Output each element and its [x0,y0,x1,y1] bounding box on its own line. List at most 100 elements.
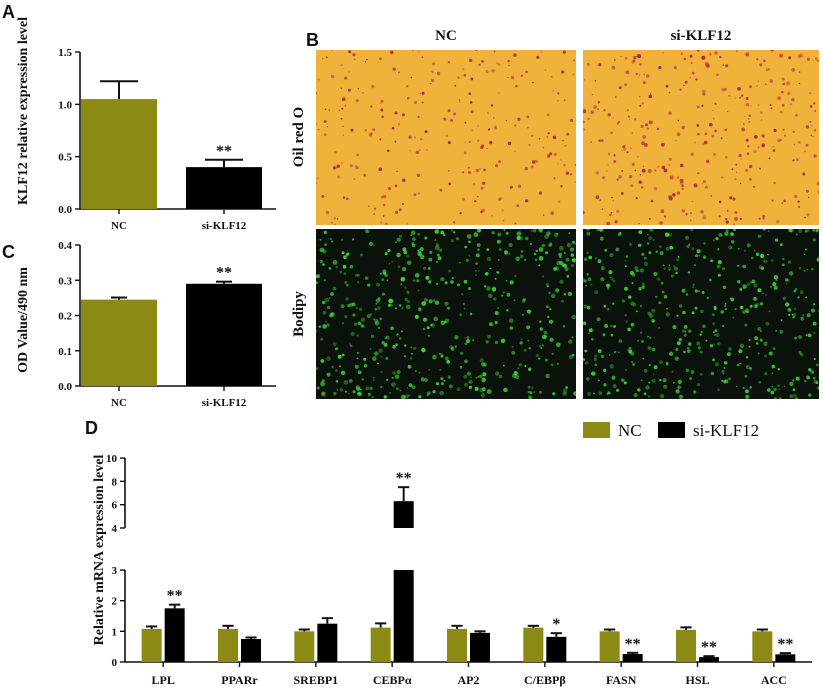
droplet [647,169,652,173]
droplet [800,353,804,357]
droplet [743,123,745,125]
droplet [404,344,407,347]
droplet [483,168,486,172]
droplet [668,163,671,167]
droplet [768,351,773,356]
droplet [334,347,339,351]
droplet [624,314,627,317]
droplet [756,342,759,345]
x-tick-label: C/EBPβ [524,673,566,687]
droplet [417,50,420,53]
droplet [353,178,356,180]
droplet [640,268,644,273]
droplet [349,264,354,269]
droplet [730,247,733,249]
droplet [595,171,599,175]
droplet [533,229,537,233]
droplet [683,333,687,337]
droplet [550,75,553,78]
droplet [343,255,347,260]
droplet [408,394,411,397]
droplet [422,327,426,331]
droplet [477,125,479,127]
droplet [583,128,586,131]
droplet [417,251,423,256]
droplet [653,272,658,276]
droplet [584,349,588,353]
droplet [773,128,777,133]
droplet [322,57,324,60]
droplet [322,324,327,329]
droplet [477,195,479,198]
droplet [562,388,568,394]
droplet [651,378,656,383]
droplet [715,237,719,241]
droplet [518,363,523,367]
x-tick-label: HSL [685,673,709,687]
droplet [805,143,809,147]
droplet [368,241,374,246]
droplet [725,229,729,233]
droplet [373,379,375,381]
droplet [763,59,766,63]
droplet [597,349,602,354]
droplet [613,279,616,283]
droplet [570,118,574,122]
droplet [600,277,605,282]
droplet [508,64,510,67]
droplet [535,249,538,253]
droplet [754,304,758,308]
droplet [815,229,819,233]
droplet [668,269,671,271]
droplet [666,307,668,310]
droplet [395,241,398,244]
droplet [493,50,496,53]
droplet [498,197,502,201]
droplet [373,213,375,215]
droplet [792,379,795,382]
droplet [660,281,664,285]
droplet [812,135,814,138]
bar [546,636,567,662]
droplet [530,134,534,137]
droplet [339,270,343,274]
droplet [515,256,520,262]
droplet [540,347,543,349]
droplet [390,50,394,54]
droplet [416,279,420,283]
droplet [463,279,468,284]
droplet [712,117,715,120]
droplet [745,394,750,399]
droplet [332,286,337,291]
droplet [736,385,738,388]
droplet [468,171,471,174]
droplet [673,66,677,70]
droplet [649,313,654,318]
droplet [749,178,752,181]
droplet [772,145,775,148]
droplet [501,209,504,212]
droplet [807,196,810,199]
droplet [408,135,412,139]
droplet [676,191,681,195]
droplet [341,107,344,110]
droplet [739,362,742,365]
droplet [344,104,347,107]
droplet [489,267,492,270]
droplet [656,277,661,281]
droplet [594,79,597,82]
droplet [653,186,658,191]
droplet [690,152,694,156]
droplet [508,252,511,255]
droplet [502,291,506,294]
droplet [799,290,804,295]
droplet [788,56,792,60]
droplet [704,132,708,135]
droplet [771,385,773,388]
droplet [414,314,419,319]
droplet [377,306,381,310]
droplet [381,278,385,281]
droplet [342,134,345,136]
droplet [388,303,392,307]
droplet [803,269,806,272]
